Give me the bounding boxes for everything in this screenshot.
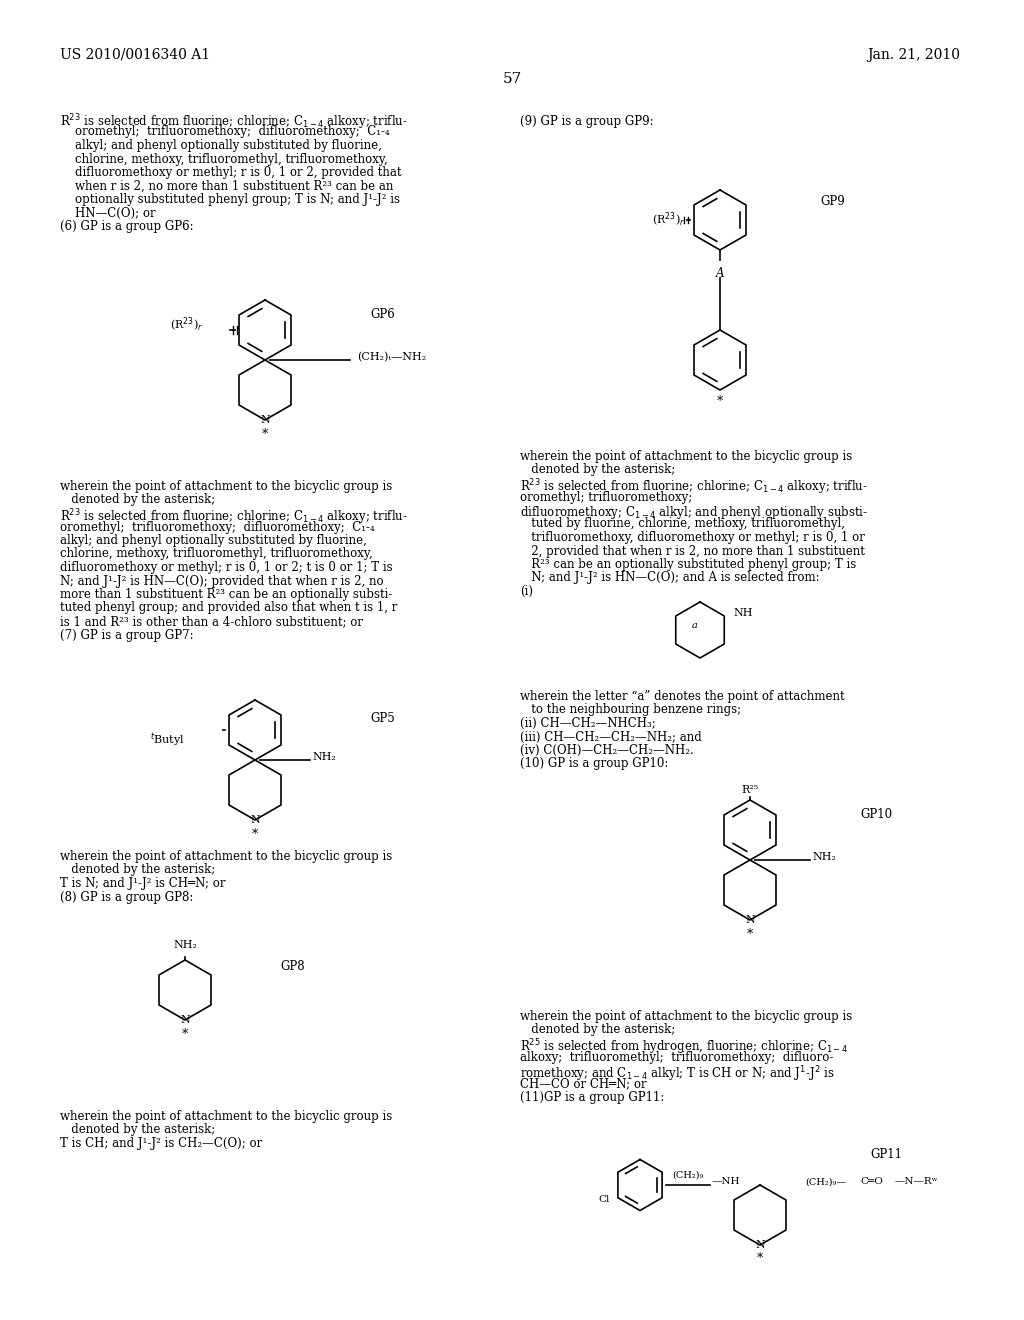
Text: wherein the letter “a” denotes the point of attachment: wherein the letter “a” denotes the point… (520, 690, 845, 704)
Text: HN—C(O); or: HN—C(O); or (75, 206, 156, 219)
Text: denoted by the asterisk;: denoted by the asterisk; (60, 1123, 215, 1137)
Text: (11)GP is a group GP11:: (11)GP is a group GP11: (520, 1092, 665, 1104)
Text: *: * (262, 428, 268, 441)
Text: Jan. 21, 2010: Jan. 21, 2010 (867, 48, 961, 62)
Text: $^t$Butyl: $^t$Butyl (151, 731, 185, 748)
Text: (10) GP is a group GP10:: (10) GP is a group GP10: (520, 758, 669, 771)
Text: R$^{25}$ is selected from hydrogen, fluorine; chlorine; C$_{1-4}$: R$^{25}$ is selected from hydrogen, fluo… (520, 1038, 848, 1056)
Text: (CH₂)₉: (CH₂)₉ (672, 1171, 703, 1180)
Text: (CH₂)ₜ—NH₂: (CH₂)ₜ—NH₂ (357, 352, 426, 362)
Text: N: N (180, 1015, 189, 1026)
Text: denoted by the asterisk;: denoted by the asterisk; (60, 494, 215, 507)
Text: GP9: GP9 (820, 195, 845, 209)
Text: chlorine, methoxy, trifluoromethyl, trifluoromethoxy,: chlorine, methoxy, trifluoromethyl, trif… (60, 548, 373, 561)
Text: wherein the point of attachment to the bicyclic group is: wherein the point of attachment to the b… (520, 1010, 852, 1023)
Text: R$^{23}$ is selected from fluorine; chlorine; C$_{1-4}$ alkoxy; triflu-: R$^{23}$ is selected from fluorine; chlo… (60, 507, 408, 527)
Text: GP10: GP10 (860, 808, 892, 821)
Text: N: N (755, 1239, 765, 1250)
Text: (R$^{23}$)$_r$: (R$^{23}$)$_r$ (170, 315, 203, 334)
Text: (R$^{23}$)$_r$: (R$^{23}$)$_r$ (652, 211, 685, 230)
Text: denoted by the asterisk;: denoted by the asterisk; (60, 863, 215, 876)
Text: 57: 57 (503, 73, 521, 86)
Text: (iv) C(OH)—CH₂—CH₂—NH₂.: (iv) C(OH)—CH₂—CH₂—NH₂. (520, 744, 693, 756)
Text: R²⁵: R²⁵ (741, 785, 759, 795)
Text: (9) GP is a group GP9:: (9) GP is a group GP9: (520, 115, 653, 128)
Text: to the neighbouring benzene rings;: to the neighbouring benzene rings; (520, 704, 741, 717)
Text: difluoromethoxy or methyl; r is 0, 1 or 2; t is 0 or 1; T is: difluoromethoxy or methyl; r is 0, 1 or … (60, 561, 392, 574)
Text: oromethyl;  trifluoromethoxy;  difluoromethoxy;  C₁-₄: oromethyl; trifluoromethoxy; difluoromet… (75, 125, 390, 139)
Text: (6) GP is a group GP6:: (6) GP is a group GP6: (60, 220, 194, 234)
Text: wherein the point of attachment to the bicyclic group is: wherein the point of attachment to the b… (60, 480, 392, 492)
Text: NH: NH (733, 609, 753, 618)
Text: *: * (717, 395, 723, 408)
Text: *: * (252, 828, 258, 841)
Text: (CH₂)₉—: (CH₂)₉— (805, 1177, 846, 1187)
Text: denoted by the asterisk;: denoted by the asterisk; (520, 1023, 675, 1036)
Text: —N—Rʷ: —N—Rʷ (895, 1177, 939, 1187)
Text: trifluoromethoxy, difluoromethoxy or methyl; r is 0, 1 or: trifluoromethoxy, difluoromethoxy or met… (520, 531, 865, 544)
Text: *: * (746, 928, 753, 940)
Text: GP11: GP11 (870, 1148, 902, 1162)
Text: wherein the point of attachment to the bicyclic group is: wherein the point of attachment to the b… (520, 450, 852, 463)
Text: N; and J¹-J² is HN—C(O); and A is selected from:: N; and J¹-J² is HN—C(O); and A is select… (520, 572, 819, 585)
Text: difluoromethoxy or methyl; r is 0, 1 or 2, provided that: difluoromethoxy or methyl; r is 0, 1 or … (75, 166, 401, 180)
Text: R$^{23}$ is selected from fluorine; chlorine; C$_{1-4}$ alkoxy; triflu-: R$^{23}$ is selected from fluorine; chlo… (60, 112, 408, 132)
Text: —NH: —NH (712, 1177, 740, 1187)
Text: NH₂: NH₂ (173, 940, 197, 950)
Text: a: a (692, 620, 698, 630)
Text: oromethyl; trifluoromethoxy;: oromethyl; trifluoromethoxy; (520, 491, 692, 503)
Text: NH₂: NH₂ (812, 851, 836, 862)
Text: tuted phenyl group; and provided also that when t is 1, r: tuted phenyl group; and provided also th… (60, 602, 397, 615)
Text: wherein the point of attachment to the bicyclic group is: wherein the point of attachment to the b… (60, 850, 392, 863)
Text: is 1 and R²³ is other than a 4-chloro substituent; or: is 1 and R²³ is other than a 4-chloro su… (60, 615, 362, 628)
Text: R²³ can be an optionally substituted phenyl group; T is: R²³ can be an optionally substituted phe… (520, 558, 856, 572)
Text: *: * (182, 1027, 188, 1040)
Text: tuted by fluorine, chlorine, methoxy, trifluoromethyl,: tuted by fluorine, chlorine, methoxy, tr… (520, 517, 845, 531)
Text: (8) GP is a group GP8:: (8) GP is a group GP8: (60, 891, 194, 903)
Text: *: * (757, 1253, 763, 1266)
Text: Cl: Cl (598, 1196, 609, 1204)
Text: difluoromethoxy; C$_{1-4}$ alkyl; and phenyl optionally substi-: difluoromethoxy; C$_{1-4}$ alkyl; and ph… (520, 504, 868, 521)
Text: CH—CO or CH═N; or: CH—CO or CH═N; or (520, 1077, 646, 1090)
Text: GP8: GP8 (280, 960, 304, 973)
Text: NH₂: NH₂ (312, 752, 336, 762)
Text: when r is 2, no more than 1 substituent R²³ can be an: when r is 2, no more than 1 substituent … (75, 180, 393, 193)
Text: N: N (250, 814, 260, 825)
Text: GP5: GP5 (370, 711, 394, 725)
Text: R$^{23}$ is selected from fluorine; chlorine; C$_{1-4}$ alkoxy; triflu-: R$^{23}$ is selected from fluorine; chlo… (520, 477, 868, 496)
Text: T is N; and J¹-J² is CH═N; or: T is N; and J¹-J² is CH═N; or (60, 876, 225, 890)
Text: C═O: C═O (860, 1177, 883, 1187)
Text: A: A (716, 267, 724, 280)
Text: T is CH; and J¹-J² is CH₂—C(O); or: T is CH; and J¹-J² is CH₂—C(O); or (60, 1137, 262, 1150)
Text: optionally substituted phenyl group; T is N; and J¹-J² is: optionally substituted phenyl group; T i… (75, 193, 400, 206)
Text: oromethyl;  trifluoromethoxy;  difluoromethoxy;  C₁-₄: oromethyl; trifluoromethoxy; difluoromet… (60, 520, 375, 533)
Text: romethoxy; and C$_{1-4}$ alkyl; T is CH or N; and J$^1$-J$^2$ is: romethoxy; and C$_{1-4}$ alkyl; T is CH … (520, 1064, 835, 1084)
Text: wherein the point of attachment to the bicyclic group is: wherein the point of attachment to the b… (60, 1110, 392, 1123)
Text: N; and J¹-J² is HN—C(O); provided that when r is 2, no: N; and J¹-J² is HN—C(O); provided that w… (60, 574, 384, 587)
Text: (iii) CH—CH₂—CH₂—NH₂; and: (iii) CH—CH₂—CH₂—NH₂; and (520, 730, 701, 743)
Text: (ii) CH—CH₂—NHCH₃;: (ii) CH—CH₂—NHCH₃; (520, 717, 655, 730)
Text: N: N (260, 414, 270, 425)
Text: (7) GP is a group GP7:: (7) GP is a group GP7: (60, 628, 194, 642)
Text: US 2010/0016340 A1: US 2010/0016340 A1 (60, 48, 210, 62)
Text: GP6: GP6 (370, 308, 394, 321)
Text: alkyl; and phenyl optionally substituted by fluorine,: alkyl; and phenyl optionally substituted… (75, 139, 382, 152)
Text: (i): (i) (520, 585, 534, 598)
Text: alkyl; and phenyl optionally substituted by fluorine,: alkyl; and phenyl optionally substituted… (60, 535, 367, 546)
Text: chlorine, methoxy, trifluoromethyl, trifluoromethoxy,: chlorine, methoxy, trifluoromethyl, trif… (75, 153, 388, 165)
Text: alkoxy;  trifluoromethyl;  trifluoromethoxy;  difluoro-: alkoxy; trifluoromethyl; trifluoromethox… (520, 1051, 834, 1064)
Text: 2, provided that when r is 2, no more than 1 substituent: 2, provided that when r is 2, no more th… (520, 544, 865, 557)
Text: denoted by the asterisk;: denoted by the asterisk; (520, 463, 675, 477)
Text: N: N (745, 915, 755, 925)
Text: more than 1 substituent R²³ can be an optionally substi-: more than 1 substituent R²³ can be an op… (60, 587, 392, 601)
